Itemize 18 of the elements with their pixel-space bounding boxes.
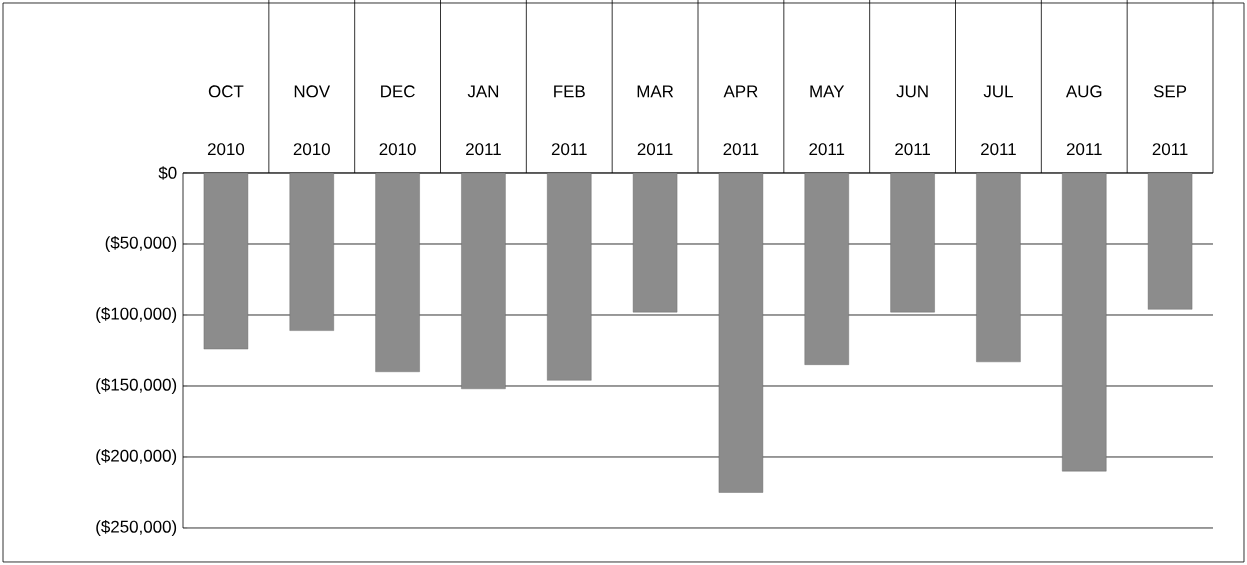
category-label: NOV 2010 <box>293 85 331 156</box>
category-label: APR 2011 <box>723 85 759 156</box>
category-label: SEP 2011 <box>1152 85 1188 156</box>
category-label: JAN 2011 <box>466 85 501 156</box>
y-tick-label: ($50,000) <box>105 235 177 252</box>
y-tick-label: ($200,000) <box>96 448 177 465</box>
category-label: JUL 2011 <box>981 85 1016 156</box>
category-label: DEC 2010 <box>379 85 416 156</box>
category-label: MAR 2011 <box>637 85 674 156</box>
y-tick-label: ($250,000) <box>96 519 177 536</box>
category-label: JUN 2011 <box>895 85 930 156</box>
category-label: OCT 2010 <box>207 85 245 156</box>
y-tick-label: $0 <box>158 166 177 180</box>
category-label: AUG 2011 <box>1065 85 1102 156</box>
category-label: FEB 2011 <box>551 85 587 156</box>
y-tick-label: ($150,000) <box>96 377 177 394</box>
category-label: MAY 2011 <box>809 85 845 156</box>
y-tick-label: ($100,000) <box>96 306 177 323</box>
